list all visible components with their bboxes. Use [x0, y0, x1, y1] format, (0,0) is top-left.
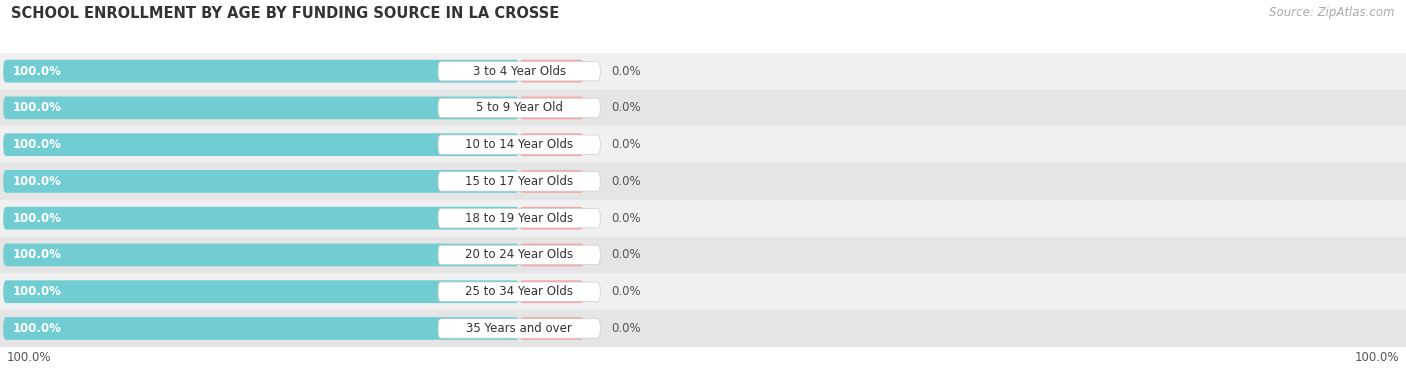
FancyBboxPatch shape [3, 97, 519, 119]
Bar [0, 163, 1406, 200]
Bar [0, 237, 1406, 273]
FancyBboxPatch shape [519, 170, 583, 193]
FancyBboxPatch shape [519, 244, 583, 266]
FancyBboxPatch shape [439, 172, 600, 191]
Bar [0, 53, 1406, 90]
Bar [0, 90, 1406, 126]
Text: SCHOOL ENROLLMENT BY AGE BY FUNDING SOURCE IN LA CROSSE: SCHOOL ENROLLMENT BY AGE BY FUNDING SOUR… [11, 6, 560, 21]
FancyBboxPatch shape [519, 207, 583, 230]
FancyBboxPatch shape [519, 133, 583, 156]
FancyBboxPatch shape [439, 61, 600, 81]
FancyBboxPatch shape [439, 208, 600, 228]
FancyBboxPatch shape [3, 207, 519, 230]
Text: 100.0%: 100.0% [1354, 351, 1399, 363]
Text: 0.0%: 0.0% [612, 322, 641, 335]
Bar [0, 273, 1406, 310]
FancyBboxPatch shape [439, 135, 600, 154]
FancyBboxPatch shape [519, 317, 583, 340]
Text: 100.0%: 100.0% [13, 138, 62, 151]
Text: 0.0%: 0.0% [612, 212, 641, 225]
Text: 10 to 14 Year Olds: 10 to 14 Year Olds [465, 138, 574, 151]
Text: 100.0%: 100.0% [13, 285, 62, 298]
Text: 0.0%: 0.0% [612, 175, 641, 188]
Text: 100.0%: 100.0% [13, 212, 62, 225]
FancyBboxPatch shape [519, 97, 583, 119]
Text: 35 Years and over: 35 Years and over [467, 322, 572, 335]
FancyBboxPatch shape [3, 280, 519, 303]
FancyBboxPatch shape [3, 244, 519, 266]
Text: 0.0%: 0.0% [612, 138, 641, 151]
FancyBboxPatch shape [439, 282, 600, 301]
Text: 5 to 9 Year Old: 5 to 9 Year Old [475, 101, 562, 114]
FancyBboxPatch shape [439, 245, 600, 265]
Text: 0.0%: 0.0% [612, 65, 641, 78]
FancyBboxPatch shape [3, 60, 519, 83]
Text: 100.0%: 100.0% [13, 65, 62, 78]
Bar [0, 200, 1406, 237]
Text: 0.0%: 0.0% [612, 285, 641, 298]
Text: 18 to 19 Year Olds: 18 to 19 Year Olds [465, 212, 574, 225]
FancyBboxPatch shape [439, 98, 600, 118]
FancyBboxPatch shape [3, 170, 519, 193]
Text: 100.0%: 100.0% [13, 248, 62, 261]
Text: 15 to 17 Year Olds: 15 to 17 Year Olds [465, 175, 574, 188]
Text: 0.0%: 0.0% [612, 101, 641, 114]
Text: 25 to 34 Year Olds: 25 to 34 Year Olds [465, 285, 574, 298]
Text: 20 to 24 Year Olds: 20 to 24 Year Olds [465, 248, 574, 261]
Text: 100.0%: 100.0% [13, 101, 62, 114]
FancyBboxPatch shape [3, 133, 519, 156]
Bar [0, 310, 1406, 347]
FancyBboxPatch shape [519, 60, 583, 83]
Text: 0.0%: 0.0% [612, 248, 641, 261]
Text: 3 to 4 Year Olds: 3 to 4 Year Olds [472, 65, 565, 78]
Text: 100.0%: 100.0% [7, 351, 52, 363]
FancyBboxPatch shape [3, 317, 519, 340]
FancyBboxPatch shape [439, 319, 600, 338]
Text: 100.0%: 100.0% [13, 322, 62, 335]
Text: 100.0%: 100.0% [13, 175, 62, 188]
Text: Source: ZipAtlas.com: Source: ZipAtlas.com [1270, 6, 1395, 18]
FancyBboxPatch shape [519, 280, 583, 303]
Bar [0, 126, 1406, 163]
